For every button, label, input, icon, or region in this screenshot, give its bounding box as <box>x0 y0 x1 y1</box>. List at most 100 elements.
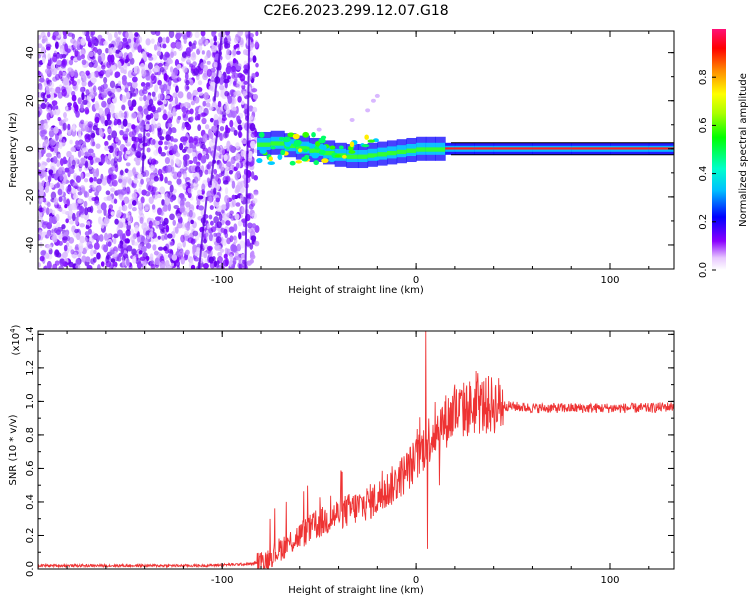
noise-cell <box>107 145 114 150</box>
noise-cell <box>85 172 91 177</box>
noise-cell <box>85 89 90 95</box>
noise-cell <box>147 104 152 112</box>
noise-cell <box>198 205 205 211</box>
noise-cell <box>115 37 120 43</box>
noise-cell <box>75 175 82 183</box>
noise-cell <box>160 210 164 216</box>
noise-cell <box>126 186 130 192</box>
noise-cell <box>206 245 213 251</box>
signal-blob <box>342 154 347 159</box>
noise-cell <box>176 265 180 269</box>
noise-cell <box>201 183 206 192</box>
noise-cell <box>38 151 42 160</box>
noise-cell <box>101 100 107 108</box>
noise-cell <box>164 233 168 240</box>
noise-cell <box>58 70 63 79</box>
signal-blob <box>278 136 284 141</box>
noise-cell <box>153 176 159 182</box>
noise-cell <box>164 140 170 145</box>
noise-cell <box>157 93 163 101</box>
noise-cell <box>110 46 115 54</box>
noise-cell <box>190 65 196 72</box>
noise-cell <box>216 265 223 269</box>
noise-cell <box>79 86 85 93</box>
noise-cell <box>238 257 243 265</box>
noise-cell <box>173 205 180 210</box>
noise-cell <box>88 92 95 100</box>
noise-cell <box>75 141 82 150</box>
noise-cell <box>176 178 182 185</box>
noise-cell <box>85 109 90 115</box>
noise-cell <box>52 263 58 269</box>
noise-cell <box>95 143 101 149</box>
noise-cell <box>165 224 170 233</box>
signal-peak <box>295 146 310 151</box>
noise-cell <box>114 147 119 152</box>
noise-cell <box>129 34 135 39</box>
noise-cell <box>100 156 106 164</box>
noise-cell <box>221 204 227 211</box>
noise-cell <box>170 51 174 58</box>
noise-cell <box>165 89 170 96</box>
noise-cell <box>56 204 62 209</box>
noise-cell <box>49 81 55 88</box>
noise-cell <box>51 100 58 106</box>
signal-blob <box>334 154 342 158</box>
noise-cell <box>96 209 103 214</box>
noise-cell <box>190 264 196 269</box>
noise-cell <box>183 173 188 178</box>
noise-cell <box>138 250 143 255</box>
noise-cell <box>168 103 172 112</box>
noise-cell <box>164 145 168 150</box>
noise-cell <box>38 110 41 118</box>
signal-blob <box>367 139 375 143</box>
noise-streak <box>209 124 220 185</box>
noise-cell <box>183 38 187 44</box>
noise-cell <box>242 49 248 56</box>
noise-cell <box>224 31 231 36</box>
noise-cell <box>232 58 237 64</box>
noise-cell <box>171 71 176 80</box>
noise-cell <box>128 51 133 60</box>
spectrogram-x-tick-label: 0 <box>413 275 419 286</box>
noise-cell <box>156 122 162 129</box>
noise-cell <box>172 219 176 226</box>
noise-cell <box>239 74 246 82</box>
noise-cell <box>63 231 69 236</box>
noise-cell <box>233 129 238 136</box>
colorbar-ticks: 0.0 0.2 0.4 0.6 0.8 <box>698 69 716 278</box>
noise-cell <box>223 253 228 259</box>
noise-cell <box>243 103 248 111</box>
noise-cell <box>249 123 256 132</box>
noise-cell <box>84 236 88 244</box>
signal-peak <box>474 147 495 150</box>
noise-cell <box>185 79 190 86</box>
noise-cell <box>122 243 128 248</box>
noise-cell <box>81 92 85 101</box>
noise-cell <box>62 31 67 37</box>
noise-cell <box>137 133 143 139</box>
noise-cell <box>191 51 196 58</box>
signal-blob <box>311 131 316 138</box>
noise-cell <box>110 258 116 263</box>
noise-cell <box>76 38 81 46</box>
noise-cell <box>218 32 222 38</box>
noise-cell <box>70 146 76 152</box>
noise-cell <box>126 245 133 252</box>
noise-cell <box>58 196 63 203</box>
noise-cell <box>252 57 257 62</box>
noise-cell <box>77 97 82 105</box>
noise-cell <box>74 228 79 234</box>
noise-cell <box>80 54 85 60</box>
noise-cell <box>230 67 237 75</box>
noise-cell <box>90 31 96 36</box>
noise-cell <box>199 106 204 112</box>
noise-streak <box>244 31 251 269</box>
noise-cell <box>243 64 248 70</box>
signal-blob <box>349 141 355 148</box>
noise-cell <box>240 194 244 202</box>
signal-blob <box>259 148 267 154</box>
noise-cell <box>130 228 134 237</box>
noise-cell <box>232 106 237 112</box>
